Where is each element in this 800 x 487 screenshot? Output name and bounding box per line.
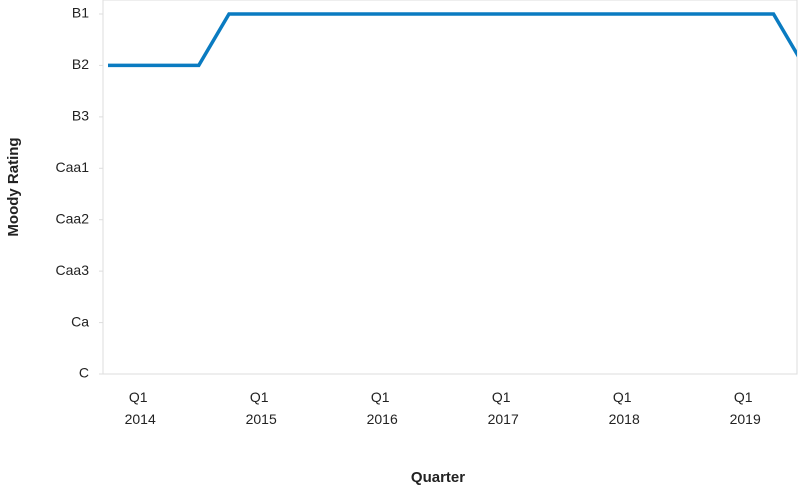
- y-tick-label: B2: [72, 56, 89, 72]
- line-series: [108, 12, 797, 68]
- x-tick-label: Q1 2017: [484, 389, 519, 427]
- y-tick-label: Caa1: [56, 159, 90, 175]
- y-tick-label: Caa2: [56, 210, 90, 226]
- y-tick-label: B1: [72, 5, 89, 21]
- plot-frame: [102, 0, 798, 375]
- y-tick-label: C: [79, 365, 89, 381]
- x-tick-label: Q1 2014: [121, 389, 156, 427]
- x-tick-label: Q1 2019: [726, 389, 761, 427]
- y-tick-label: Caa3: [56, 262, 90, 278]
- y-tick-label: Ca: [71, 313, 89, 329]
- x-axis-title: Quarter: [411, 469, 465, 486]
- x-tick-label: Q1 2015: [242, 389, 277, 427]
- y-axis-title: Moody Rating: [5, 137, 22, 236]
- x-tick-label: Q1 2018: [605, 389, 640, 427]
- x-tick-label: Q1 2016: [363, 389, 398, 427]
- y-tick-label: B3: [72, 108, 89, 124]
